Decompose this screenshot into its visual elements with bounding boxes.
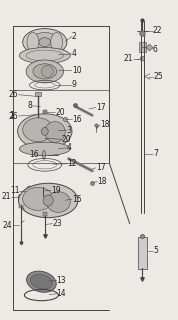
Text: 20: 20 <box>55 108 65 117</box>
Ellipse shape <box>43 195 53 206</box>
Ellipse shape <box>41 127 48 135</box>
Text: 17: 17 <box>96 164 105 172</box>
Ellipse shape <box>19 142 70 156</box>
Ellipse shape <box>46 192 70 212</box>
Text: 17: 17 <box>96 103 105 112</box>
Ellipse shape <box>28 189 31 193</box>
FancyBboxPatch shape <box>139 42 146 52</box>
Text: 4: 4 <box>72 49 77 59</box>
Ellipse shape <box>39 38 51 47</box>
Text: 21: 21 <box>1 192 11 202</box>
Ellipse shape <box>42 150 46 159</box>
Bar <box>41 186 45 189</box>
Ellipse shape <box>41 65 53 77</box>
Text: 13: 13 <box>57 276 66 285</box>
Text: 9: 9 <box>72 80 77 89</box>
Ellipse shape <box>18 195 22 199</box>
Text: 5: 5 <box>153 246 158 255</box>
Ellipse shape <box>26 60 64 83</box>
Text: 12: 12 <box>67 159 76 168</box>
Text: 24: 24 <box>2 221 12 230</box>
Text: 25: 25 <box>153 72 163 81</box>
Text: 23: 23 <box>53 219 62 228</box>
Ellipse shape <box>45 122 65 142</box>
Ellipse shape <box>36 116 40 119</box>
Text: 20: 20 <box>62 135 71 144</box>
Bar <box>19 204 23 208</box>
Ellipse shape <box>30 33 60 52</box>
Text: 16: 16 <box>29 150 38 159</box>
Ellipse shape <box>30 274 52 289</box>
Text: 22: 22 <box>153 27 162 36</box>
Text: 15: 15 <box>72 195 82 204</box>
Text: 18: 18 <box>100 120 109 130</box>
Text: 26: 26 <box>9 112 19 121</box>
FancyBboxPatch shape <box>138 237 147 269</box>
Ellipse shape <box>27 33 39 52</box>
Text: 19: 19 <box>51 186 60 195</box>
Text: 18: 18 <box>98 177 107 186</box>
Text: 14: 14 <box>57 289 66 298</box>
Text: 4: 4 <box>67 143 72 152</box>
Text: 1: 1 <box>9 111 14 120</box>
Ellipse shape <box>23 188 53 210</box>
Text: 8: 8 <box>27 101 32 110</box>
Bar <box>35 92 41 96</box>
Text: 21: 21 <box>124 54 133 63</box>
Text: 26: 26 <box>9 90 19 99</box>
Text: 3: 3 <box>67 125 72 134</box>
Text: 16: 16 <box>72 115 82 124</box>
Ellipse shape <box>23 28 67 56</box>
Text: 2: 2 <box>72 32 77 41</box>
Text: 10: 10 <box>72 66 82 75</box>
Ellipse shape <box>18 114 72 149</box>
Text: 6: 6 <box>153 44 158 54</box>
Ellipse shape <box>19 183 78 218</box>
Ellipse shape <box>33 64 57 79</box>
Ellipse shape <box>23 118 53 142</box>
Text: 7: 7 <box>153 149 158 158</box>
Ellipse shape <box>27 271 56 292</box>
Ellipse shape <box>140 56 145 61</box>
Ellipse shape <box>19 48 70 63</box>
Ellipse shape <box>51 33 63 52</box>
Text: 11: 11 <box>10 186 19 195</box>
